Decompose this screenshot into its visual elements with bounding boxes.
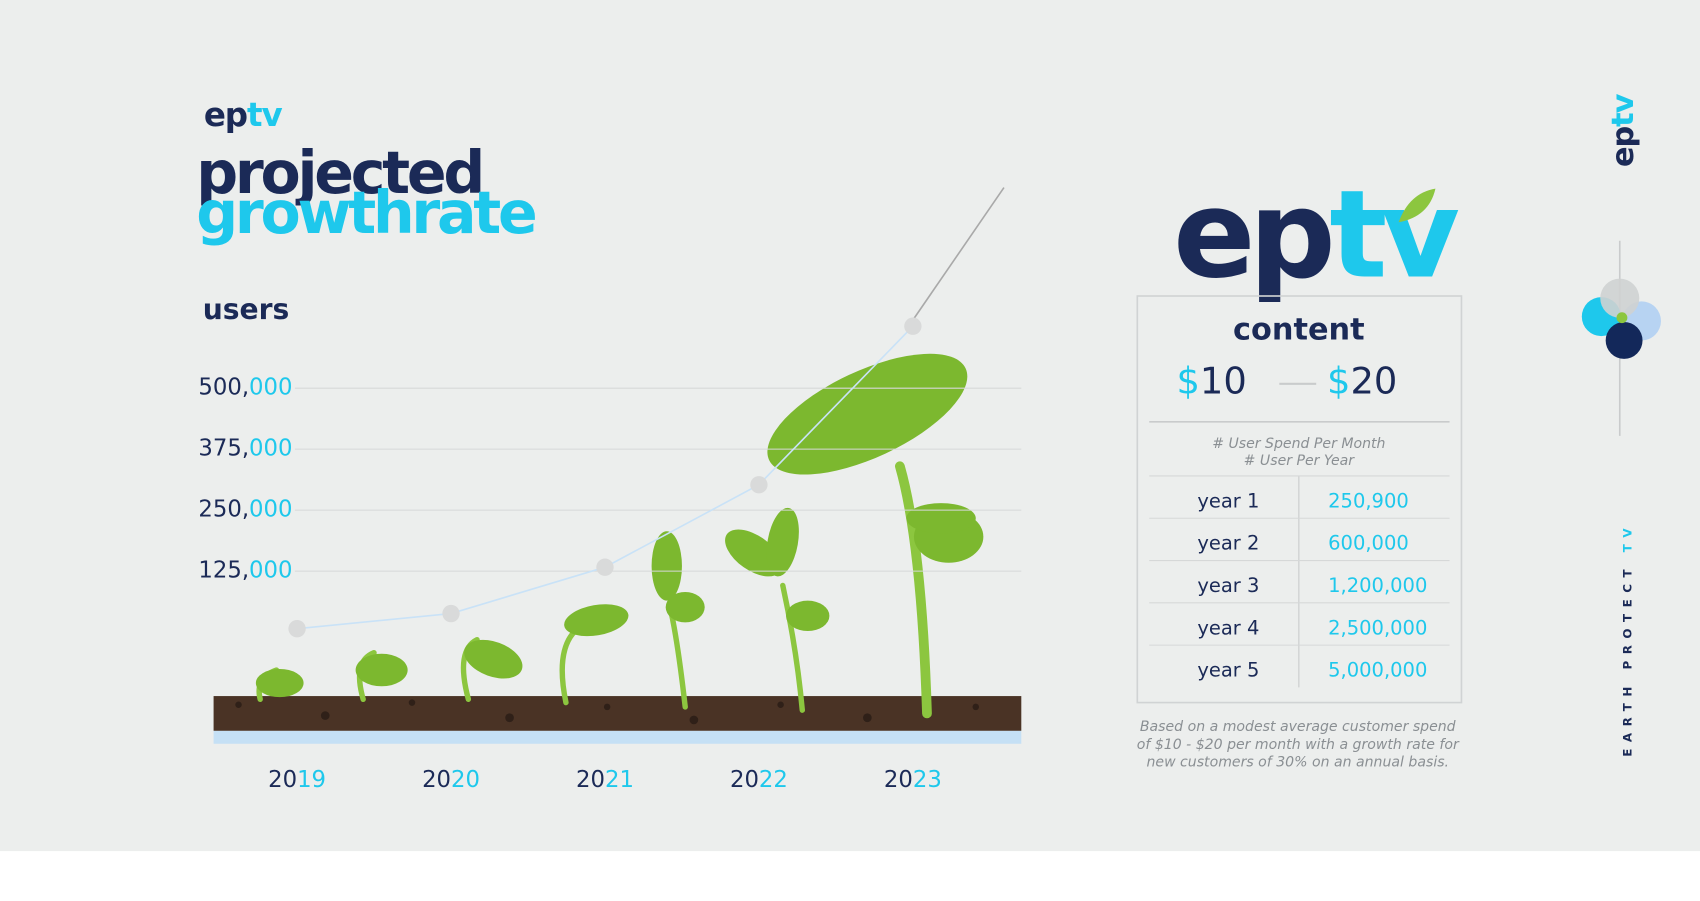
row-label: year 3 [1197,574,1259,597]
table-header: # User Per Year [1244,453,1356,469]
plot: 125,000 250,000 375,000 500,000 2019 2020 2021… [198,317,1022,793]
data-point [750,476,768,494]
soil-texture [235,699,980,725]
footnote: Based on a modest average customer spend [1140,719,1456,735]
data-point [288,620,306,638]
table: year 1 250,900 year 2 600,000 year 3 1,200,00… [1149,475,1450,682]
data-point [904,317,922,335]
side-logo: eptv [1606,93,1641,167]
x-tick-label: 2023 [884,767,942,793]
water-strip [213,730,1022,744]
side-text: EARTH PROTECT TV [1621,522,1635,757]
x-tick-label: 2020 [422,767,480,793]
y-tick-label: 250,000 [198,497,292,523]
row-value: 2,500,000 [1328,616,1427,639]
row-label: year 1 [1197,489,1259,512]
table-header: # User Spend Per Month [1212,436,1385,452]
footnote: new customers of 30% on an annual basis. [1146,755,1449,771]
x-tick-label: 2021 [576,767,634,793]
row-value: 5,000,000 [1328,659,1427,682]
data-point [596,558,614,576]
y-tick-label: 125,000 [198,558,292,584]
title-line-2: growthrate [196,179,535,247]
small-logo: eptv [204,96,283,134]
leaves [255,353,984,698]
trend-extension [907,187,1005,327]
side-circles [1581,278,1661,359]
panel-logo: eptv [1173,163,1459,305]
price-low: $10 [1176,360,1246,403]
x-tick-label: 2022 [730,767,788,793]
x-tick-label: 2019 [268,767,326,793]
panel-box [1136,295,1463,704]
title-line-1: projected [196,139,482,207]
row-value: 600,000 [1328,532,1409,555]
row-label: year 4 [1197,616,1259,639]
y-tick-label: 375,000 [198,436,292,462]
row-value: 1,200,000 [1328,574,1427,597]
footnote: of $10 - $20 per month with a growth rat… [1137,737,1460,753]
y-axis-label: users [203,293,290,326]
row-label: year 5 [1197,659,1259,682]
logo-leaf [1398,188,1436,223]
bottom-strip [0,851,1700,901]
row-label: year 2 [1197,532,1259,555]
price-high: $20 [1327,360,1397,403]
y-tick-label: 500,000 [198,375,292,401]
data-point [442,604,460,623]
row-value: 250,900 [1328,489,1409,512]
soil [213,696,1022,731]
panel-heading: content [1233,312,1365,347]
